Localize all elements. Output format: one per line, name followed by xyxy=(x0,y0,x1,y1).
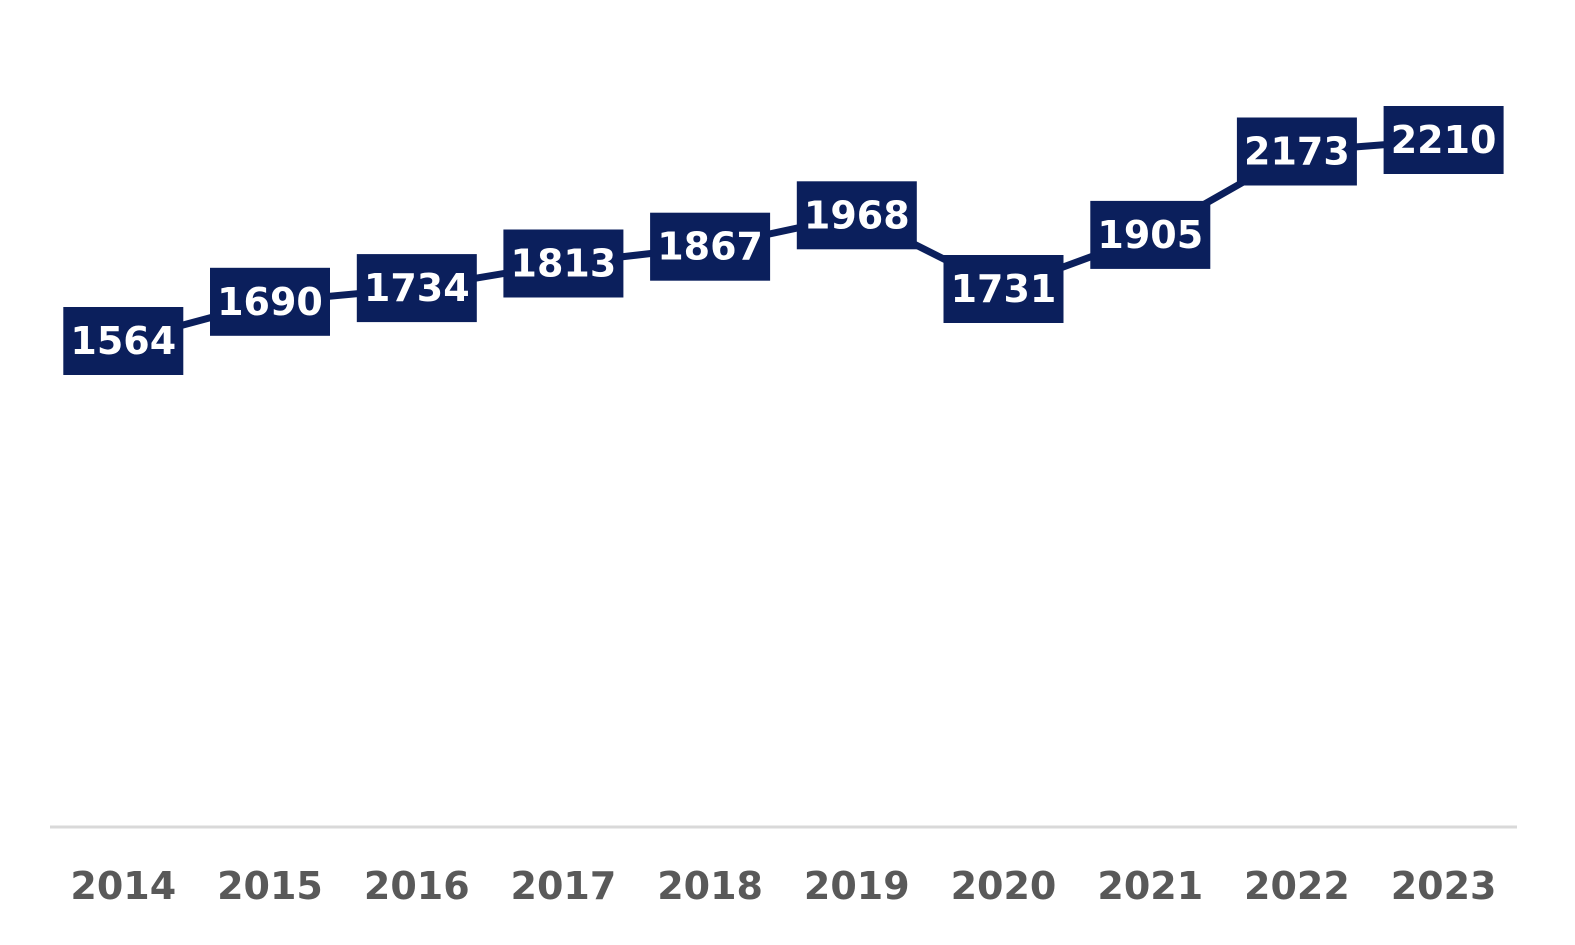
data-label-text: 2210 xyxy=(1391,118,1497,162)
data-label-text: 1867 xyxy=(657,225,763,269)
data-label: 2173 xyxy=(1236,117,1357,186)
series-line xyxy=(122,136,1444,345)
data-label-text: 1905 xyxy=(1097,213,1203,257)
data-label-box xyxy=(210,267,330,336)
x-tick-label: 2020 xyxy=(951,864,1057,908)
x-axis-tick-labels: 2014 2015 2016 2017 2018 2019 2020 2021 2022 2023 xyxy=(70,864,1496,908)
x-tick-label: 2017 xyxy=(511,864,617,908)
data-label-box xyxy=(356,254,477,323)
data-label: 1731 xyxy=(943,255,1064,323)
data-labels: 1564 1690 1734 1813 1867 1968 1731 1905 2173 2210 xyxy=(63,106,1504,375)
data-label: 1968 xyxy=(796,181,917,250)
data-label: 1813 xyxy=(503,229,624,298)
data-label-text: 1968 xyxy=(804,193,910,237)
data-label: 1564 xyxy=(63,307,184,375)
data-label: 1867 xyxy=(650,212,771,281)
x-tick-label: 2014 xyxy=(70,864,176,908)
data-label-text: 2173 xyxy=(1244,130,1350,174)
data-label-box xyxy=(63,307,184,375)
data-label-text: 1734 xyxy=(364,266,470,310)
data-label: 2210 xyxy=(1383,106,1504,174)
data-label-box xyxy=(1090,200,1211,269)
data-label: 1690 xyxy=(210,267,330,336)
data-label-text: 1813 xyxy=(511,242,617,286)
data-label-box xyxy=(1236,117,1357,186)
data-label: 1905 xyxy=(1090,200,1211,269)
x-tick-label: 2018 xyxy=(657,864,763,908)
x-tick-label: 2022 xyxy=(1244,864,1350,908)
data-label-box xyxy=(943,255,1064,323)
data-label-text: 1731 xyxy=(951,267,1057,311)
data-label-box xyxy=(650,212,771,281)
data-label: 1734 xyxy=(356,254,477,323)
x-tick-label: 2021 xyxy=(1097,864,1203,908)
x-tick-label: 2016 xyxy=(364,864,470,908)
data-label-box xyxy=(796,181,917,250)
data-label-box xyxy=(503,229,624,298)
data-label-text: 1690 xyxy=(217,280,323,324)
data-label-text: 1564 xyxy=(70,319,176,363)
x-tick-label: 2015 xyxy=(217,864,323,908)
x-tick-label: 2023 xyxy=(1391,864,1497,908)
x-tick-label: 2019 xyxy=(804,864,910,908)
data-label-box xyxy=(1383,106,1504,174)
